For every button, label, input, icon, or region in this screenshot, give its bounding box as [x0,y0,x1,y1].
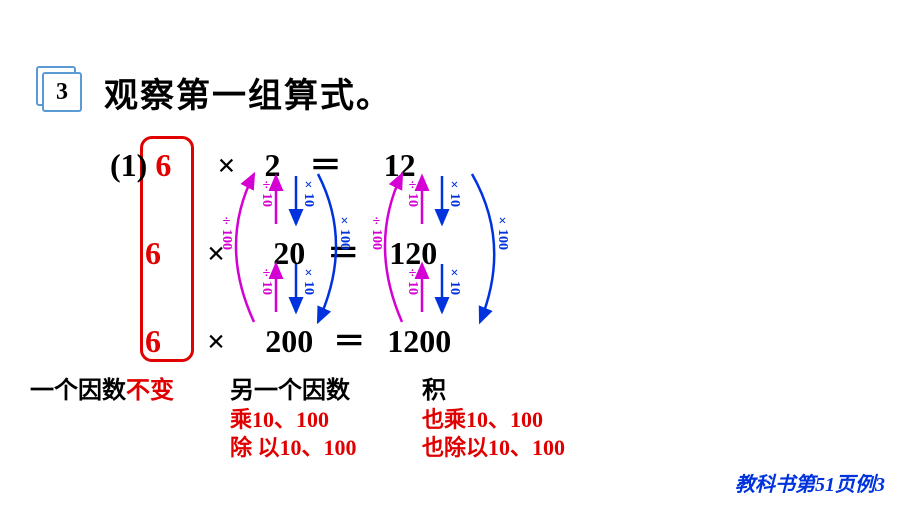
ann-x10b: ×10 [300,266,316,295]
problem-number: 3 [44,74,80,110]
row-prefix: (1) [110,147,147,183]
ann-d100p: ÷100 [368,214,384,250]
caption-1: 一个因数不变 [30,370,174,405]
title: 观察第一组算式。 [104,68,392,117]
eq3-eq: ＝ [333,323,365,359]
sub-3b: 也除以10、100 [422,430,565,462]
ann-d10b: ÷10 [258,266,274,295]
caption-3: 积 [422,370,446,405]
eq3-p: 1200 [387,323,451,359]
ann-x100p: ×100 [494,214,510,250]
footer-ref: 教科书第51页例3 [735,468,885,497]
ann-x10: ×10 [300,178,316,207]
ann-d10p: ÷10 [404,178,420,207]
ann-d100: ÷100 [218,214,234,250]
caption-2: 另一个因数 [230,370,350,405]
equation-3: 6 × 200 ＝ 1200 [145,316,451,362]
sub-2b: 除 以10、100 [230,430,357,462]
eq3-op: × [207,323,225,359]
equation-2: 6 × 20 ＝ 120 [145,228,437,274]
problem-badge: 3 [42,72,82,112]
ann-x10p: ×10 [446,178,462,207]
eq1-op: × [217,147,235,183]
eq3-b: 200 [253,323,325,360]
ann-d10p2: ÷10 [404,266,420,295]
eq2-a: 6 [145,235,161,271]
caption-1a: 一个因数 [30,378,126,404]
ann-x10p2: ×10 [446,266,462,295]
caption-1b: 不变 [126,378,174,404]
eq1-a: 6 [155,147,171,183]
ann-d10: ÷10 [258,178,274,207]
ann-x100: ×100 [336,214,352,250]
eq3-a: 6 [145,323,161,359]
